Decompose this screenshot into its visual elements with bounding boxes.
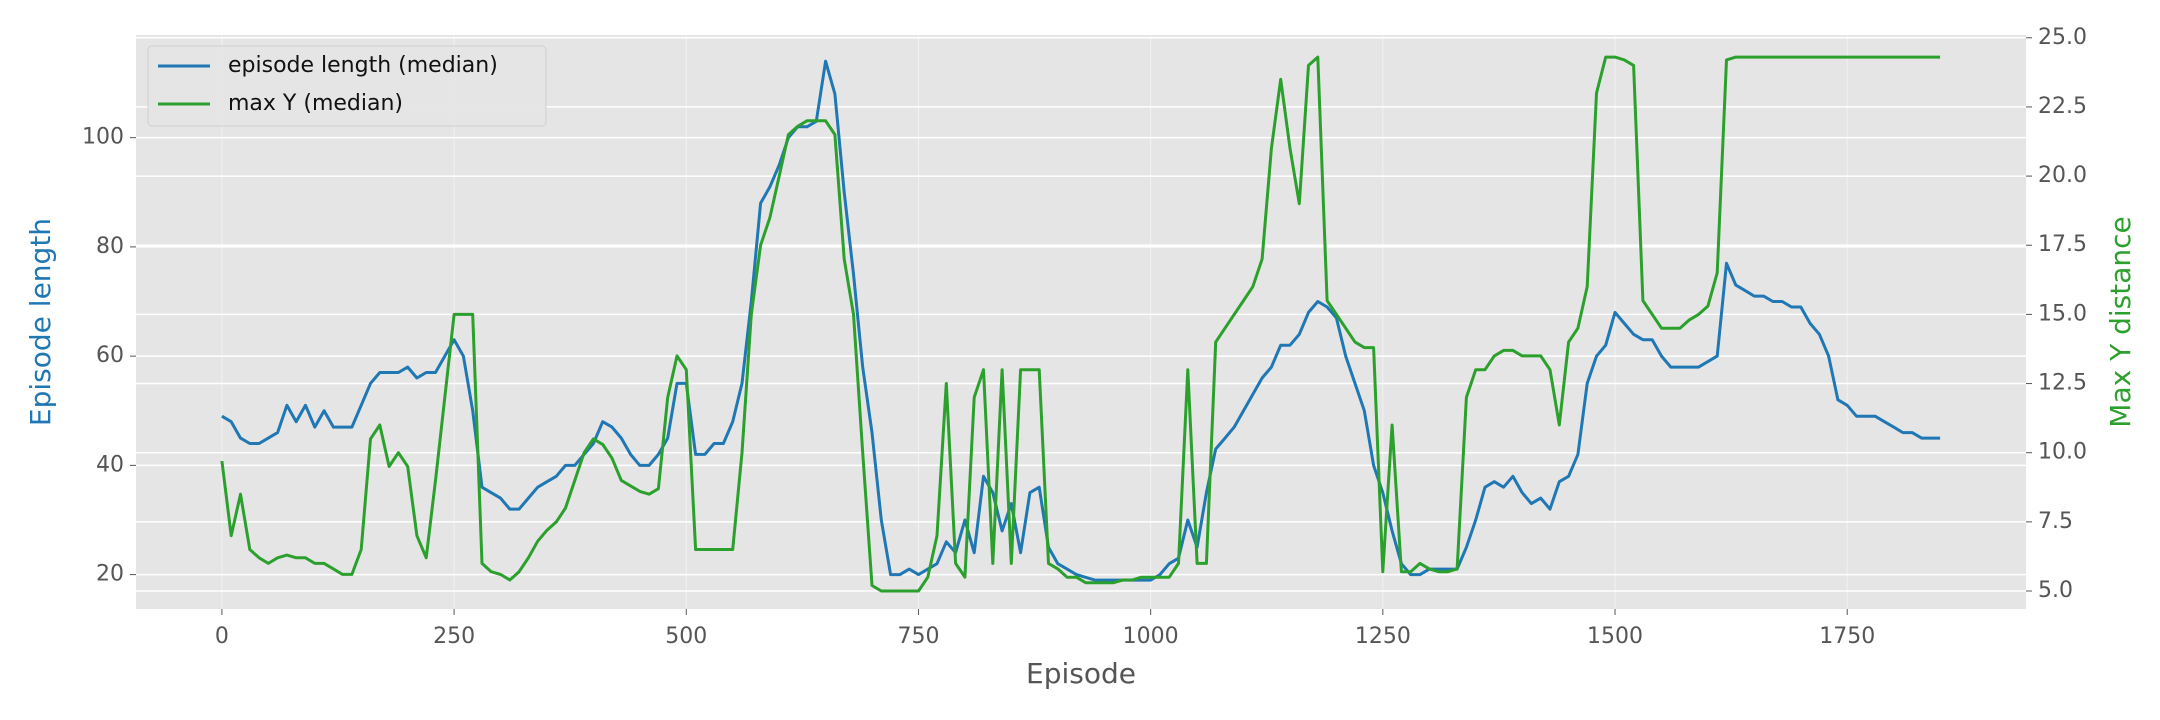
y2-tick-label: 12.5 — [2038, 371, 2087, 396]
y2-tick-label: 10.0 — [2038, 440, 2087, 465]
x-tick-label: 1000 — [1123, 624, 1179, 649]
x-tick-label: 500 — [665, 624, 707, 649]
legend-label: episode length (median) — [228, 53, 498, 78]
y2-tick-label: 22.5 — [2038, 94, 2087, 119]
y2-tick-label: 7.5 — [2038, 509, 2073, 534]
x-axis-label: Episode — [1026, 657, 1136, 690]
x-tick-label: 250 — [433, 624, 475, 649]
x-tick-label: 1750 — [1819, 624, 1875, 649]
data-line — [221, 59, 1941, 582]
y2-tick-label: 17.5 — [2038, 232, 2087, 257]
y2-tick-label: 15.0 — [2038, 301, 2087, 326]
x-tick-label: 750 — [897, 624, 939, 649]
x-tick-label: 0 — [215, 624, 229, 649]
data-line — [220, 55, 1941, 593]
y-tick-label: 40 — [96, 452, 124, 477]
y2-tick-label: 25.0 — [2038, 25, 2087, 50]
x-tick-label: 1500 — [1587, 624, 1643, 649]
x-tick-label: 1250 — [1355, 624, 1411, 649]
y2-tick-label: 20.0 — [2038, 163, 2087, 188]
plot-area — [136, 35, 2026, 609]
y-tick-label: 60 — [96, 343, 124, 368]
y2-tick-label: 5.0 — [2038, 578, 2073, 603]
legend-label: max Y (median) — [228, 91, 403, 116]
y-tick-label: 20 — [96, 562, 124, 587]
y2-axis-label: Max Y distance — [2104, 216, 2137, 427]
y-tick-label: 80 — [96, 234, 124, 259]
legend-box — [147, 45, 547, 127]
y-tick-label: 100 — [82, 125, 124, 150]
y-axis-label: Episode length — [24, 218, 57, 426]
